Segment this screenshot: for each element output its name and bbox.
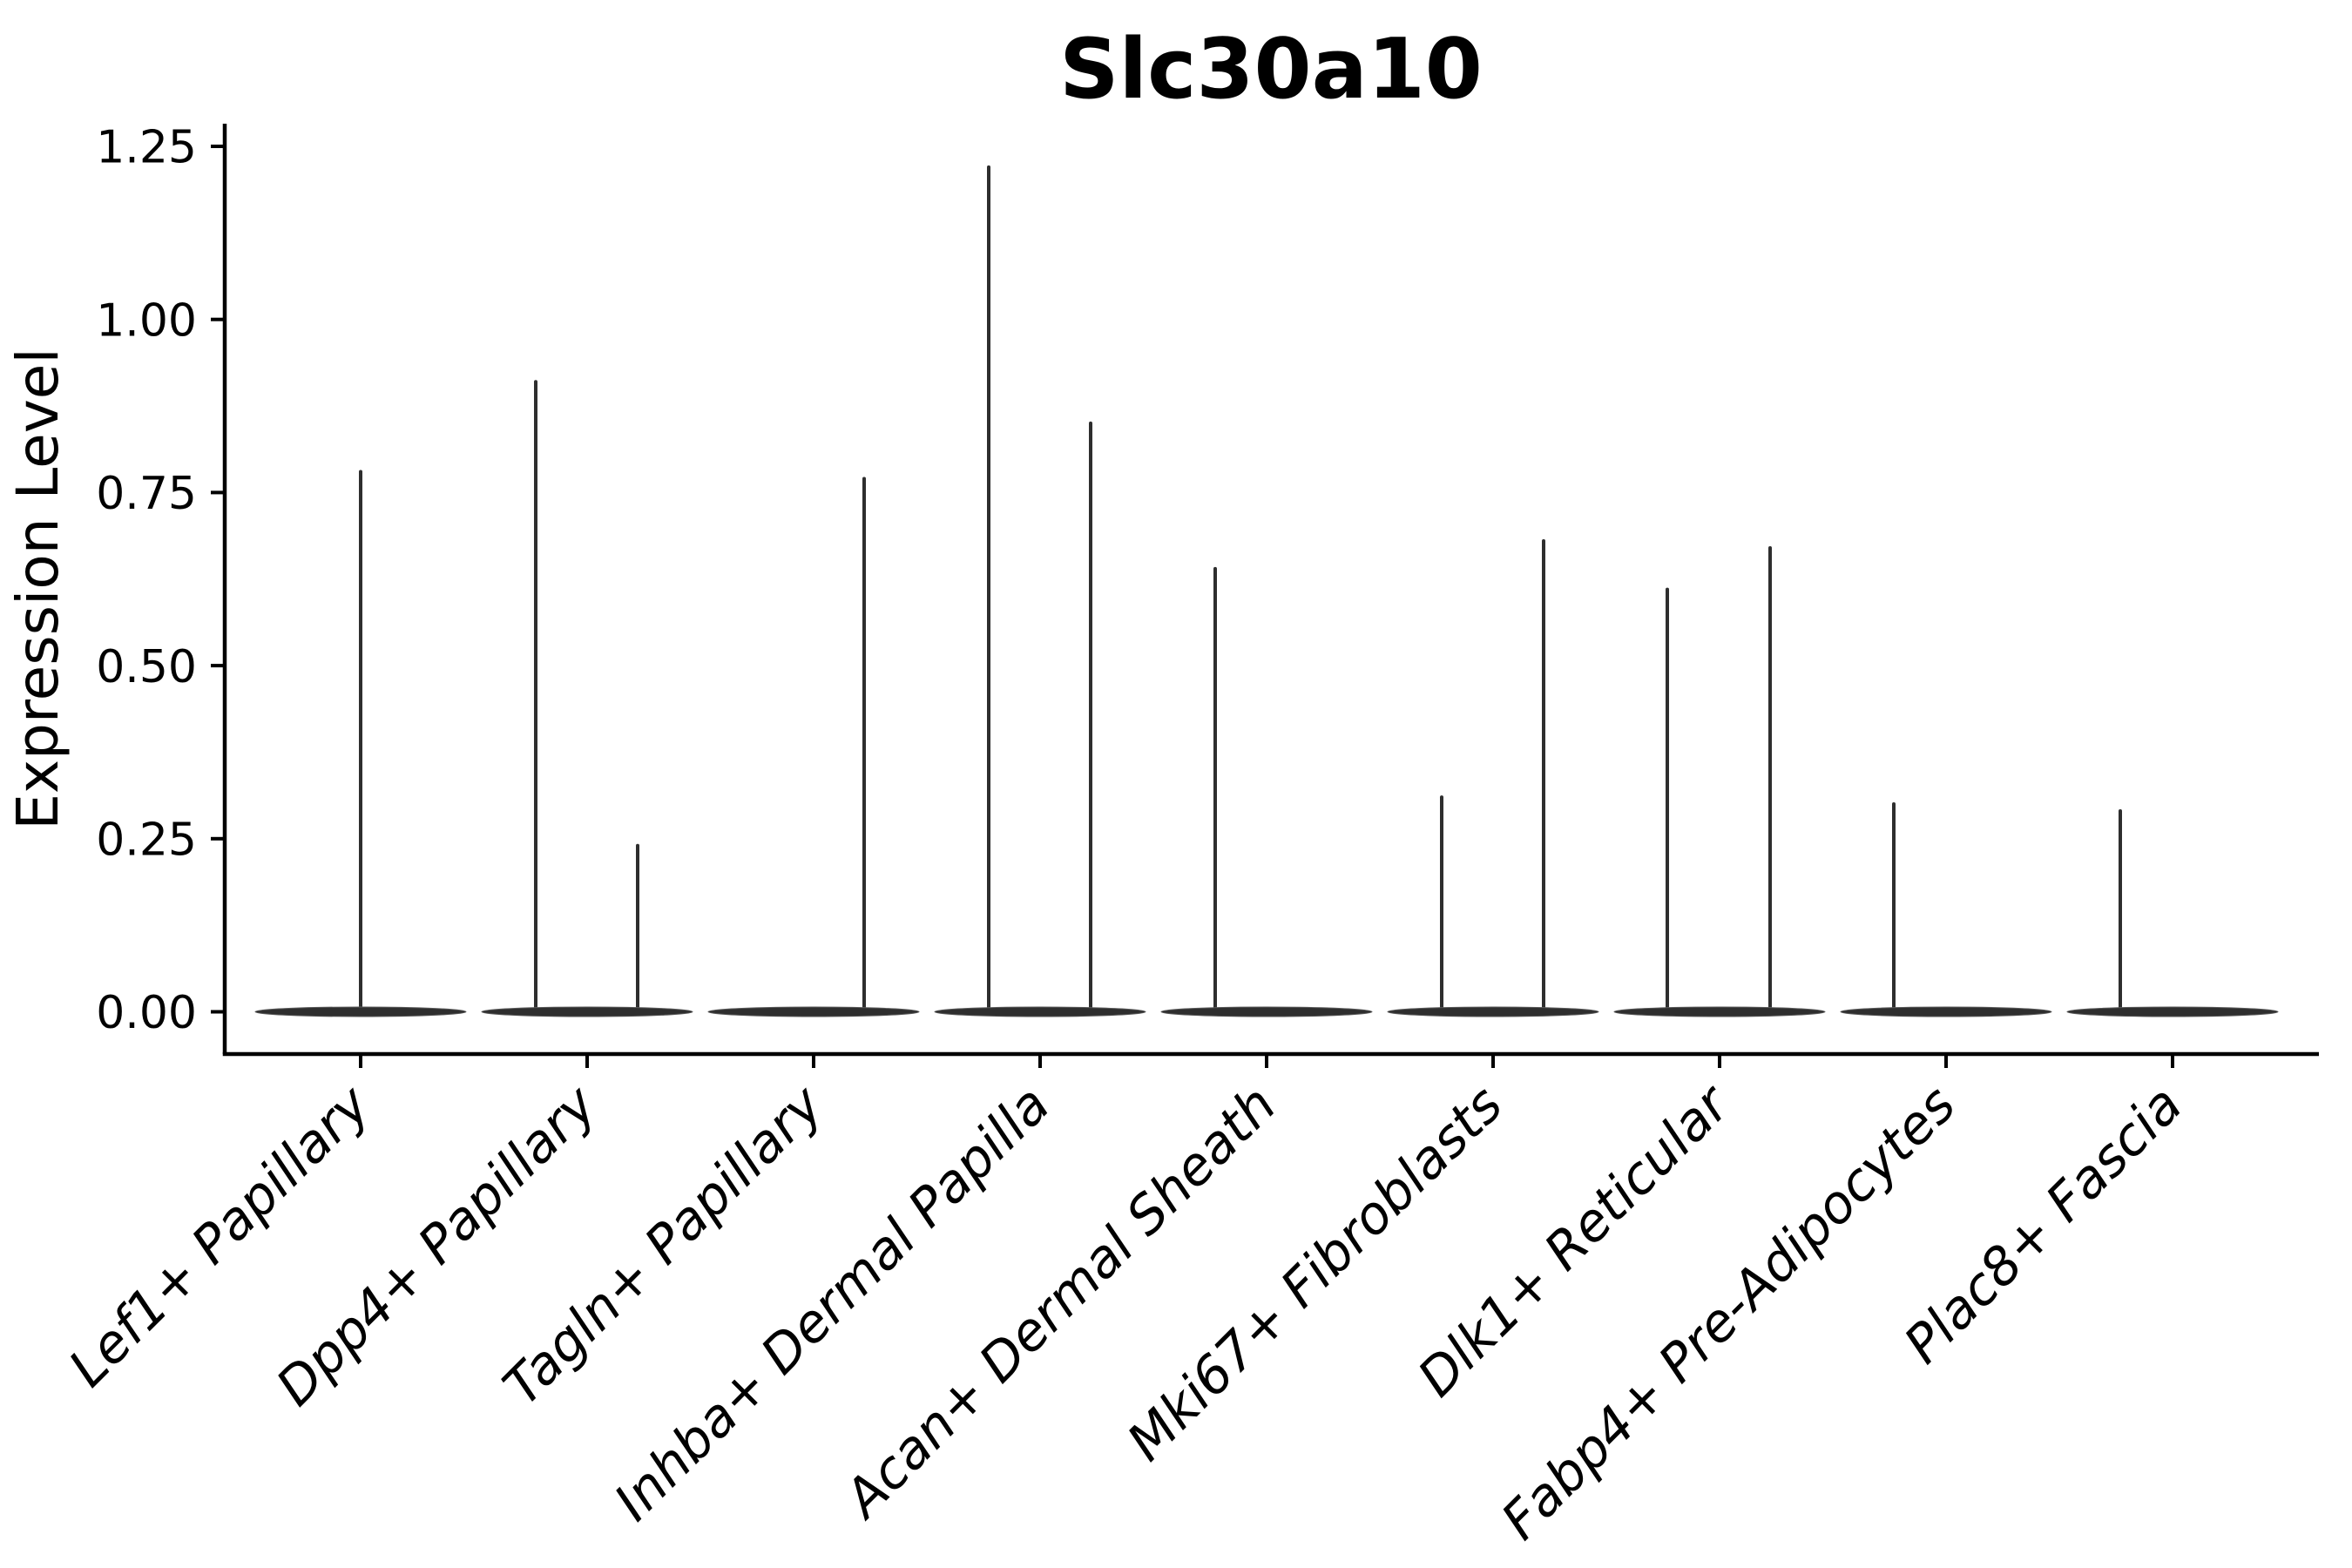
violin-body: [707, 1006, 920, 1017]
x-tick-label: Mki67+ Fibroblasts: [1116, 1074, 1515, 1473]
violin-body: [2066, 1006, 2279, 1017]
violin-body: [1387, 1006, 1599, 1017]
violin-body: [481, 1006, 693, 1017]
y-tick-label: 0.75: [96, 468, 197, 520]
violin-body: [1613, 1006, 1826, 1017]
y-axis-label: Expression Level: [4, 348, 71, 829]
violin-body: [1160, 1006, 1373, 1017]
y-tick-label: 1.25: [96, 122, 197, 174]
x-tick-label: Inhba+ Dermal Papilla: [603, 1074, 1061, 1532]
x-tick-label: Acan+ Dermal Sheath: [831, 1074, 1288, 1531]
violin-body: [254, 1006, 467, 1017]
y-ticks-group: 0.00 0.25 0.50 0.75 1.00 1.25: [96, 122, 225, 1039]
y-tick-label: 0.50: [96, 641, 197, 693]
violin-body: [934, 1006, 1146, 1017]
y-tick-label: 0.00: [96, 987, 197, 1039]
axes-group: [222, 124, 2319, 1057]
y-tick-label: 1.00: [96, 294, 197, 347]
violin-body: [1840, 1006, 2052, 1017]
plot-title: Slc30a10: [1059, 22, 1483, 118]
y-tick-label: 0.25: [96, 814, 197, 867]
x-tick-label: Fabp4+ Pre-Adipocytes: [1490, 1074, 1967, 1551]
violin-bodies-group: [254, 165, 2279, 1017]
